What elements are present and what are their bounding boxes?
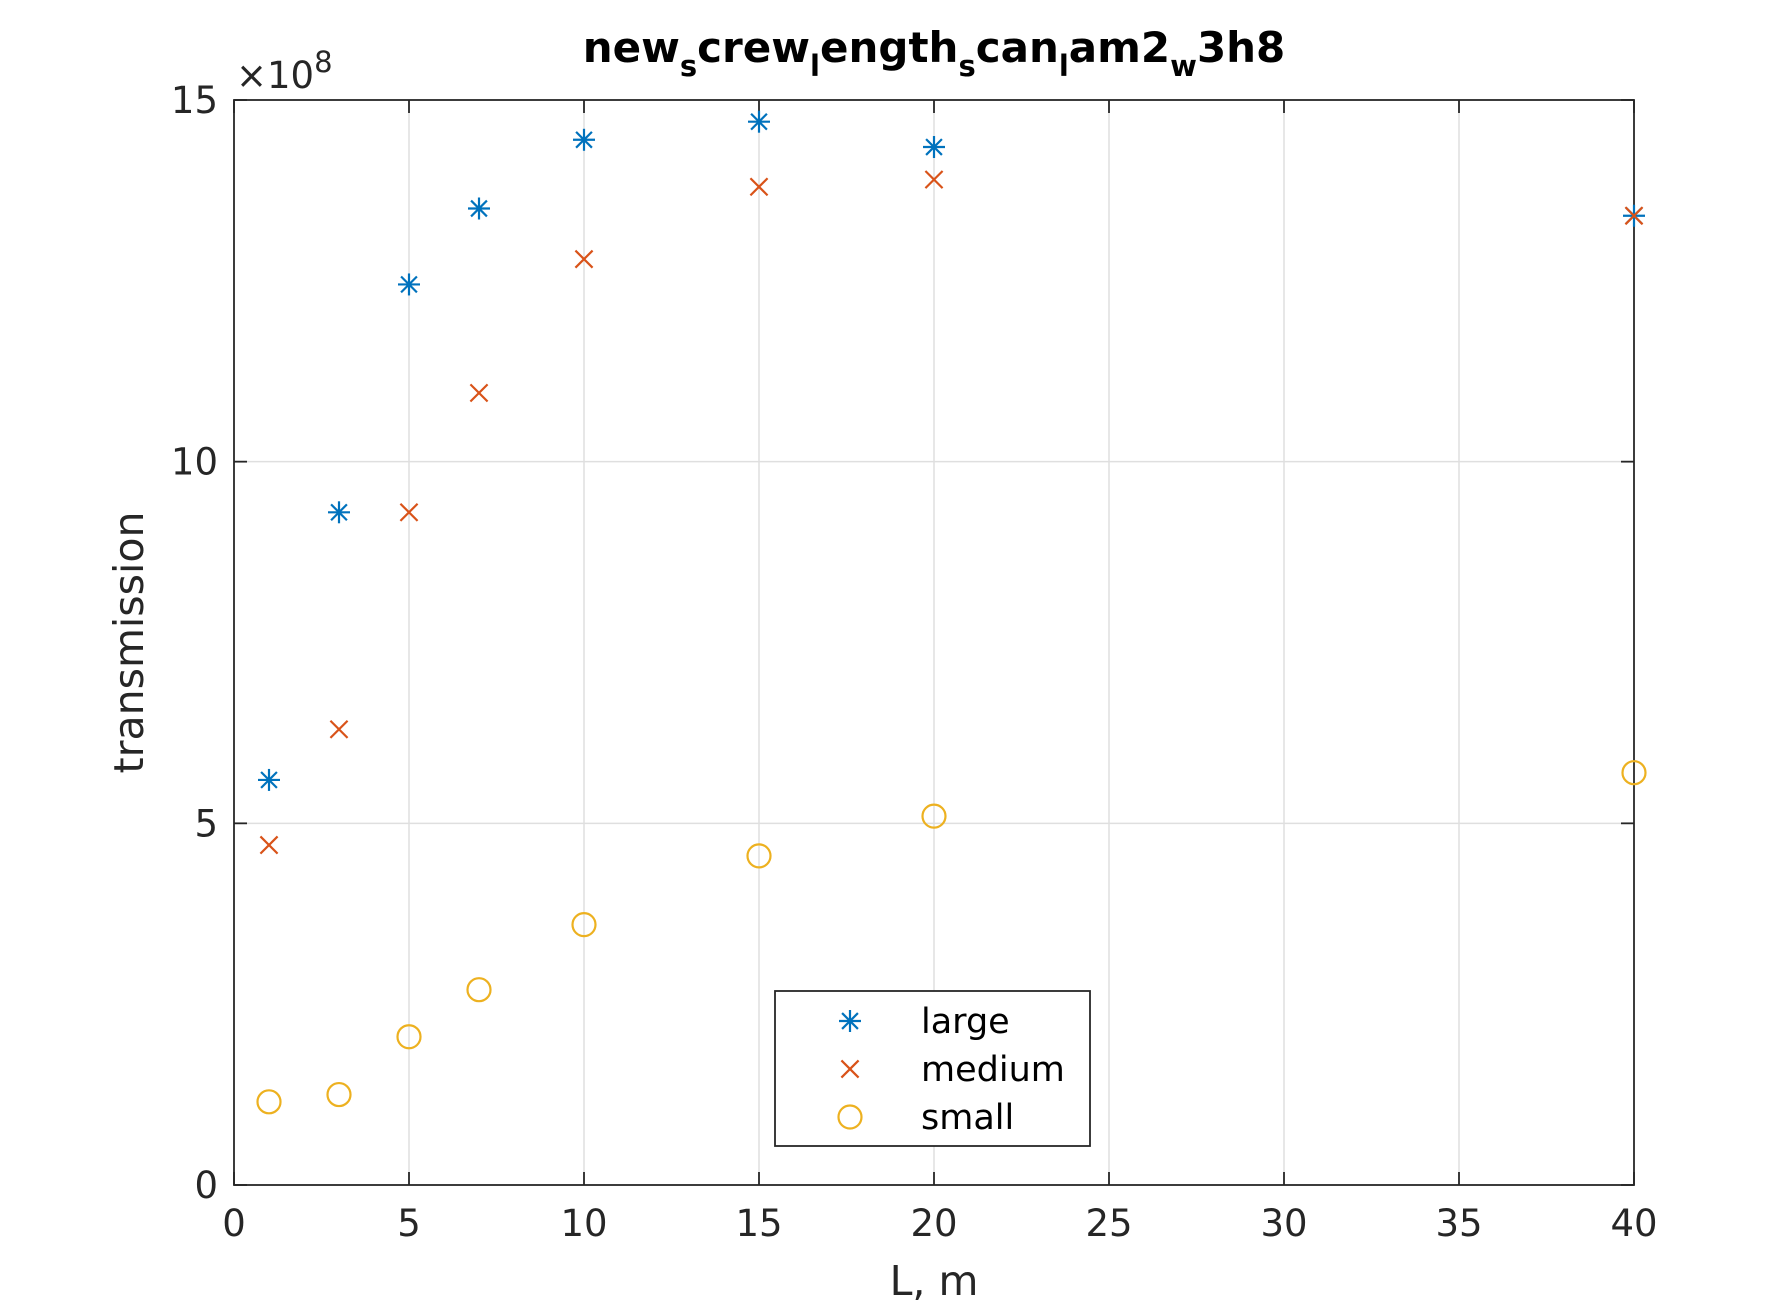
marker-stroke bbox=[840, 1059, 860, 1079]
title-subscript: s bbox=[958, 49, 975, 83]
data-point-medium bbox=[749, 177, 769, 197]
marker-stroke bbox=[1621, 760, 1647, 786]
data-point-small bbox=[326, 1081, 352, 1108]
marker-stroke bbox=[256, 1089, 282, 1115]
marker-stroke bbox=[921, 803, 947, 829]
title-subscript: w bbox=[1170, 49, 1197, 83]
legend-label-small: small bbox=[921, 1098, 1014, 1138]
legend-box bbox=[774, 990, 1091, 1147]
x-tick-label: 10 bbox=[560, 1202, 607, 1245]
data-point-small bbox=[746, 843, 772, 869]
legend: large medium small bbox=[774, 990, 1091, 1147]
marker-stroke bbox=[924, 170, 944, 189]
data-point-medium bbox=[259, 835, 279, 855]
data-point-medium bbox=[329, 719, 349, 739]
data-point-medium bbox=[574, 249, 594, 269]
data-point-medium bbox=[924, 170, 944, 189]
marker-stroke bbox=[750, 113, 768, 131]
marker-stroke bbox=[925, 138, 943, 156]
x-tick-label: 0 bbox=[222, 1202, 246, 1245]
x-axis-label: L, m bbox=[890, 1257, 979, 1305]
legend-marker-large bbox=[839, 1010, 861, 1032]
x-tick-label: 30 bbox=[1260, 1202, 1307, 1245]
x-tick-label: 5 bbox=[397, 1202, 421, 1245]
marker-stroke bbox=[329, 719, 349, 739]
data-point-large bbox=[398, 273, 420, 296]
marker-stroke bbox=[326, 1081, 352, 1108]
marker-stroke bbox=[469, 383, 489, 403]
data-point-small bbox=[396, 1024, 422, 1050]
x-tick-label: 35 bbox=[1435, 1202, 1482, 1245]
x-tick-label: 25 bbox=[1085, 1202, 1132, 1245]
marker-stroke bbox=[574, 249, 594, 269]
marker-stroke bbox=[470, 199, 488, 218]
x-tick-label: 40 bbox=[1610, 1202, 1657, 1245]
legend-label-medium: medium bbox=[921, 1050, 1065, 1090]
y-tick-label: 5 bbox=[194, 802, 218, 845]
marker-stroke bbox=[399, 502, 419, 522]
y-tick-label: 15 bbox=[171, 79, 218, 122]
x-tick-label: 20 bbox=[910, 1202, 957, 1245]
marker-stroke bbox=[259, 835, 279, 855]
marker-stroke bbox=[837, 1104, 863, 1130]
legend-label-large: large bbox=[921, 1002, 1010, 1042]
data-point-small bbox=[921, 803, 947, 829]
marker-stroke bbox=[571, 911, 597, 938]
marker-stroke bbox=[746, 843, 772, 869]
marker-stroke bbox=[466, 977, 492, 1003]
y-axis-label: transmission bbox=[105, 512, 153, 774]
title-segment: new bbox=[583, 23, 680, 72]
title-segment: ength bbox=[820, 23, 958, 72]
chart-title: newscrewlengthscanlam2w3h8 bbox=[583, 23, 1286, 83]
title-segment: am2 bbox=[1069, 23, 1170, 72]
marker-stroke bbox=[841, 1012, 859, 1030]
data-point-small bbox=[256, 1089, 282, 1115]
marker-stroke bbox=[400, 275, 418, 294]
data-point-large bbox=[923, 136, 945, 159]
data-point-medium bbox=[399, 502, 419, 522]
y-tick-label: 0 bbox=[194, 1164, 218, 1207]
data-point-large bbox=[328, 501, 350, 524]
legend-marker-medium bbox=[840, 1059, 860, 1079]
data-point-medium bbox=[469, 383, 489, 403]
x-tick-label: 15 bbox=[735, 1202, 782, 1245]
y-tick-label: 10 bbox=[171, 441, 218, 484]
marker-stroke bbox=[260, 771, 278, 789]
data-point-small bbox=[571, 911, 597, 938]
title-subscript: s bbox=[680, 49, 697, 83]
title-segment: crew bbox=[697, 23, 810, 72]
series-medium bbox=[259, 170, 1644, 855]
data-point-large bbox=[573, 128, 595, 151]
marker-stroke bbox=[1624, 206, 1644, 226]
y-exponent-power: 8 bbox=[314, 45, 332, 79]
data-point-small bbox=[1621, 760, 1647, 786]
data-point-large bbox=[258, 768, 280, 791]
title-segment: can bbox=[976, 23, 1059, 72]
marker-stroke bbox=[330, 503, 348, 521]
marker-stroke bbox=[575, 131, 593, 149]
marker-stroke bbox=[396, 1024, 422, 1050]
data-point-small bbox=[466, 977, 492, 1003]
title-subscript: l bbox=[810, 49, 820, 83]
data-point-large bbox=[468, 197, 490, 220]
title-subscript: l bbox=[1059, 49, 1069, 83]
data-point-medium bbox=[1624, 206, 1644, 226]
legend-marker-small bbox=[837, 1104, 863, 1130]
series-small bbox=[256, 760, 1647, 1115]
title-segment: 3h8 bbox=[1197, 23, 1285, 72]
data-point-large bbox=[748, 110, 770, 133]
marker-stroke bbox=[749, 177, 769, 197]
